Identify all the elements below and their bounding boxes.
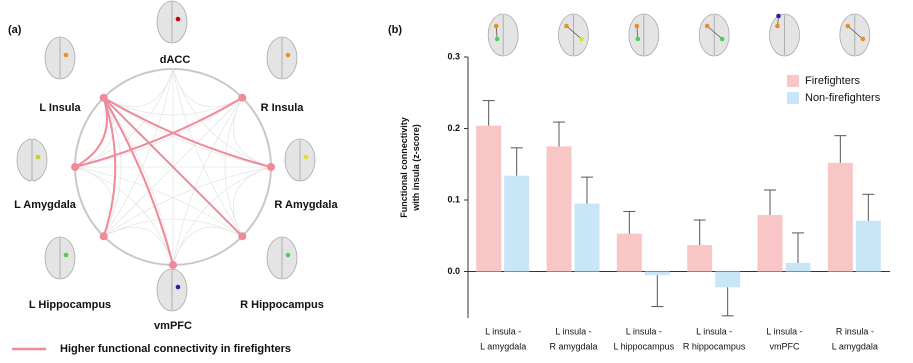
legend-swatch (787, 92, 799, 104)
brain-dot (63, 252, 69, 258)
legend-label: Non-firefighters (805, 92, 881, 104)
bar (687, 245, 713, 272)
node-label: vmPFC (154, 320, 192, 332)
brain-dot (175, 284, 181, 290)
x-tick-label: L insula - (766, 326, 802, 336)
node (267, 163, 275, 171)
node-label: L Hippocampus (29, 299, 111, 311)
x-tick-label: L amygdala (832, 341, 878, 351)
x-tick-label: L insula - (626, 326, 662, 336)
brain-dot (285, 52, 291, 58)
x-tick-label: L insula - (485, 326, 521, 336)
brain-dot (845, 23, 851, 29)
y-tick-label: 0.0 (447, 266, 460, 276)
node (238, 93, 247, 102)
brain-dot (775, 23, 780, 29)
legend-label: Higher functional connectivity in firefi… (60, 343, 291, 355)
brain-dot (579, 36, 584, 42)
bar (855, 220, 881, 272)
background-link (172, 68, 243, 237)
background-link (74, 97, 243, 168)
brain-dot (564, 23, 569, 29)
edge (102, 97, 174, 266)
x-tick-label: L amygdala (480, 341, 526, 351)
x-tick-label: R insula - (836, 326, 874, 336)
bar (785, 262, 811, 272)
background-link (103, 97, 174, 266)
legend-label: Firefighters (805, 75, 861, 87)
node (238, 232, 247, 241)
node (99, 93, 108, 102)
brain-link (847, 25, 864, 40)
edge (102, 96, 244, 238)
y-tick-label: 0.3 (447, 51, 460, 61)
background-link (103, 97, 243, 116)
x-tick-label: L hippocampus (613, 341, 674, 351)
panel-label: (a) (8, 24, 22, 36)
bar (827, 162, 853, 272)
panel-label: (b) (388, 24, 402, 36)
bar (616, 233, 642, 272)
brain-dot (303, 154, 309, 160)
brain-dot (494, 36, 500, 42)
x-tick-label: R hippocampus (683, 341, 746, 351)
brain-dot (175, 16, 181, 22)
background-link (74, 97, 114, 168)
node (169, 261, 177, 269)
y-tick-label: 0.2 (447, 123, 460, 133)
x-tick-label: L insula - (696, 326, 732, 336)
x-tick-label: L insula - (555, 326, 591, 336)
background-link (172, 97, 243, 266)
node-label: R Insula (261, 102, 305, 114)
edge (74, 96, 243, 168)
y-tick-label: 0.1 (447, 194, 460, 204)
bar (504, 175, 530, 272)
brain-dot (776, 13, 781, 19)
x-tick-label: vmPFC (770, 341, 800, 351)
brain-dot (63, 52, 69, 58)
bar (757, 215, 783, 272)
bar (546, 146, 572, 272)
brain-dot (634, 23, 640, 29)
x-tick-label: R amygdala (549, 341, 597, 351)
node-label: R Hippocampus (240, 299, 324, 311)
edge (103, 96, 272, 168)
legend-swatch (787, 75, 799, 87)
y-axis-label: Functional connectivity with insula (z-sc… (399, 117, 421, 218)
bar (574, 203, 600, 272)
y-axis-label-line: Functional connectivity (399, 117, 409, 218)
brain-link (566, 25, 582, 40)
brain-dot (285, 252, 291, 258)
background-link (103, 68, 174, 237)
bar (644, 271, 670, 276)
brain-dot (35, 154, 41, 160)
background-link (103, 97, 272, 168)
node-label: L Amygdala (14, 199, 77, 211)
brain-dot (860, 36, 866, 42)
node (99, 232, 108, 241)
node (71, 163, 79, 171)
y-axis-label-line: with insula (z-score) (411, 124, 421, 212)
brain-dot (635, 36, 641, 42)
node-label: R Amygdala (274, 199, 338, 211)
edge (102, 97, 117, 237)
brain-dot (493, 23, 499, 29)
background-link (103, 166, 272, 237)
background-link (74, 166, 243, 237)
brain-link (706, 25, 723, 40)
node-label: dACC (160, 54, 191, 66)
node-label: L Insula (39, 102, 81, 114)
brain-dot (719, 36, 725, 42)
bar (476, 125, 502, 272)
brain-dot (704, 23, 710, 29)
bar (715, 271, 741, 288)
